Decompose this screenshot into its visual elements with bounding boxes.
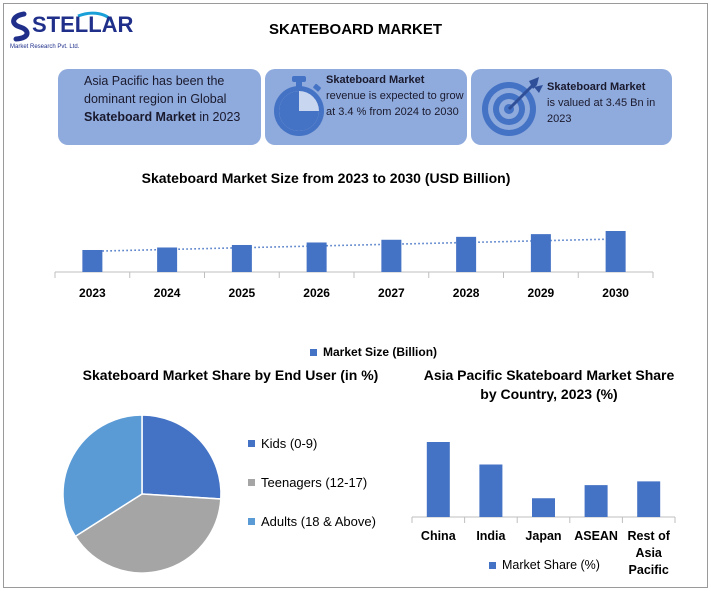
card-region-text: Asia Pacific has been the dominant regio…: [84, 72, 256, 126]
market-size-chart-title: Skateboard Market Size from 2023 to 2030…: [141, 170, 511, 186]
card-growth-body: revenue is expected to grow at 3.4 % fro…: [326, 90, 464, 118]
card-region-text-b: Skateboard Market: [84, 110, 196, 124]
legend-item-teenagers: Teenagers (12-17): [248, 472, 376, 492]
end-user-chart-title: Skateboard Market Share by End User (in …: [82, 367, 379, 383]
legend-label-adults: Adults (18 & Above): [261, 513, 376, 529]
card-value-text: Skateboard Market is valued at 3.45 Bn i…: [547, 79, 667, 127]
info-card-growth: Skateboard Market revenue is expected to…: [265, 69, 467, 145]
market-size-legend-swatch: [310, 348, 317, 356]
market-size-legend-label: Market Size (Billion): [323, 345, 438, 359]
country-share-chart-title: Asia Pacific Skateboard Market Share by …: [423, 367, 675, 402]
legend-swatch-adults: [248, 517, 255, 525]
card-growth-heading: Skateboard Market: [326, 74, 425, 86]
end-user-legend: Kids (0-9) Teenagers (12-17) Adults (18 …: [248, 433, 376, 550]
country-share-legend-label: Market Share (%): [502, 558, 600, 572]
logo-swoosh-icon: [11, 11, 114, 42]
market-size-legend: Market Size (Billion): [310, 345, 437, 359]
legend-swatch-teenagers: [248, 478, 255, 486]
card-value-body: is valued at 3.45 Bn in 2023: [547, 97, 656, 125]
stopwatch-icon: [274, 76, 324, 136]
logo-wordmark: STELLAR: [32, 12, 134, 37]
logo-tagline: Market Research Pvt. Ltd.: [10, 44, 80, 50]
card-region-text-c: in 2023: [195, 110, 241, 124]
legend-label-teenagers: Teenagers (12-17): [261, 474, 368, 490]
target-icon: [482, 77, 543, 136]
card-growth-text: Skateboard Market revenue is expected to…: [326, 72, 466, 120]
legend-item-kids: Kids (0-9): [248, 433, 376, 453]
stellar-logo: STELLAR Market Research Pvt. Ltd.: [8, 8, 133, 54]
legend-swatch-kids: [248, 439, 255, 447]
page-title: SKATEBOARD MARKET: [268, 21, 443, 38]
info-card-value: Skateboard Market is valued at 3.45 Bn i…: [471, 69, 672, 145]
legend-label-kids: Kids (0-9): [261, 435, 318, 451]
card-region-text-a: Asia Pacific has been the dominant regio…: [84, 74, 227, 106]
legend-item-adults: Adults (18 & Above): [248, 511, 376, 531]
info-card-region: Asia Pacific has been the dominant regio…: [58, 69, 261, 145]
country-share-legend: Market Share (%): [489, 558, 600, 572]
country-share-legend-swatch: [489, 561, 496, 569]
card-value-heading: Skateboard Market: [547, 81, 646, 93]
